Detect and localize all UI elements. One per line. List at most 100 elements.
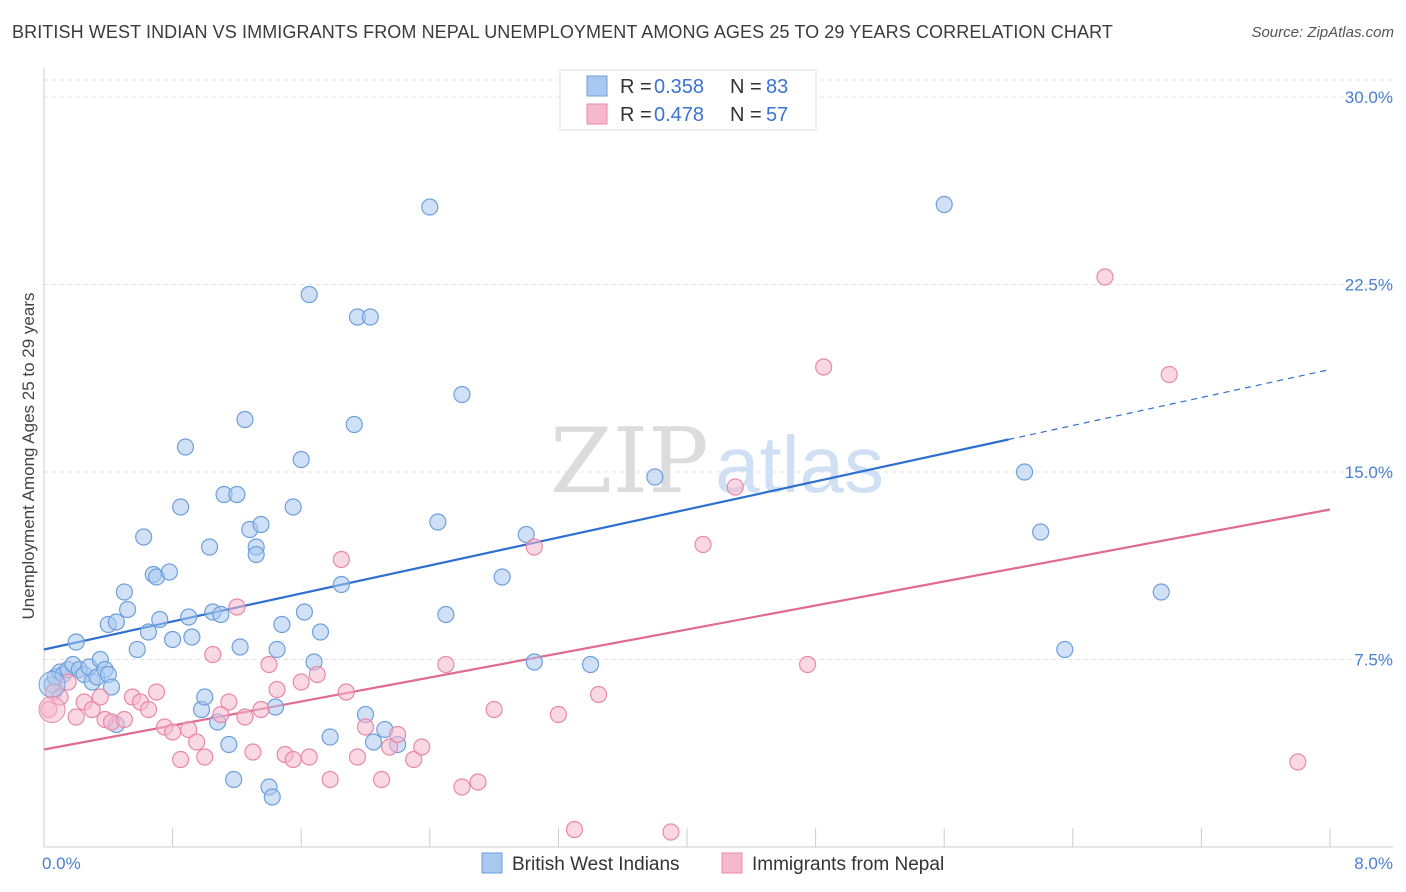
data-point bbox=[212, 605, 230, 624]
data-point bbox=[164, 630, 182, 649]
data-point bbox=[151, 610, 169, 629]
axes bbox=[43, 68, 1393, 848]
data-point bbox=[244, 743, 262, 761]
legend-bottom: British West Indians Immigrants from Nep… bbox=[481, 852, 944, 875]
legend-r-label-2: R = bbox=[620, 104, 652, 126]
data-point bbox=[1096, 268, 1114, 286]
legend-swatch-blue bbox=[586, 75, 608, 97]
data-point bbox=[284, 750, 302, 769]
data-point bbox=[266, 698, 285, 716]
data-point bbox=[292, 450, 310, 469]
legend-swatch-pink bbox=[586, 103, 608, 125]
data-point bbox=[139, 623, 158, 641]
data-point bbox=[236, 410, 254, 429]
chart-title: BRITISH WEST INDIAN VS IMMIGRANTS FROM N… bbox=[12, 22, 1113, 42]
legend-bottom-label-2: Immigrants from Nepal bbox=[752, 854, 944, 875]
y-tick-label: 7.5% bbox=[1354, 651, 1393, 670]
data-point bbox=[332, 550, 350, 569]
data-point bbox=[67, 708, 85, 726]
data-point bbox=[565, 820, 584, 839]
data-point bbox=[200, 538, 219, 556]
data-point bbox=[321, 728, 339, 746]
data-point-cluster bbox=[38, 696, 66, 723]
y-tick-label: 15.0% bbox=[1345, 463, 1393, 482]
data-point bbox=[83, 700, 101, 719]
data-point bbox=[172, 750, 190, 769]
data-point bbox=[453, 385, 471, 404]
data-point bbox=[284, 498, 302, 516]
data-point bbox=[188, 733, 206, 751]
data-point bbox=[429, 513, 447, 531]
data-point bbox=[1289, 753, 1307, 771]
data-point bbox=[1152, 583, 1170, 601]
data-point bbox=[662, 823, 680, 841]
data-point bbox=[726, 478, 744, 496]
data-point bbox=[196, 748, 214, 766]
data-point bbox=[212, 705, 230, 724]
data-point bbox=[815, 358, 833, 376]
data-point bbox=[135, 528, 153, 546]
data-point bbox=[252, 700, 270, 719]
data-point bbox=[525, 653, 543, 671]
data-point bbox=[356, 718, 375, 736]
trend-line-pink bbox=[43, 508, 1331, 751]
data-point bbox=[589, 685, 608, 704]
watermark-zip: ZIP bbox=[550, 409, 709, 514]
data-point bbox=[337, 683, 355, 701]
y-tick-labels: 7.5% 15.0% 22.5% 30.0% bbox=[1345, 88, 1393, 670]
data-point bbox=[437, 655, 455, 674]
legend-r-value-2: 0.478 bbox=[654, 104, 704, 126]
y-axis-label: Unemployment Among Ages 25 to 29 years bbox=[19, 293, 38, 620]
legend-r-value-1: 0.358 bbox=[654, 76, 704, 98]
data-point bbox=[389, 725, 407, 744]
data-point bbox=[300, 748, 318, 766]
data-point bbox=[220, 735, 238, 754]
data-point bbox=[107, 613, 125, 631]
data-point bbox=[311, 623, 330, 641]
data-point bbox=[372, 770, 391, 789]
legend-r-label-1: R = bbox=[620, 76, 652, 98]
data-point bbox=[469, 773, 487, 791]
data-point-cluster bbox=[38, 671, 66, 698]
data-point bbox=[292, 673, 310, 691]
data-point bbox=[228, 485, 246, 504]
data-point bbox=[453, 778, 471, 796]
legend-bottom-swatch-pink bbox=[721, 852, 743, 874]
data-point bbox=[798, 655, 817, 674]
data-point bbox=[67, 633, 85, 651]
data-point bbox=[183, 628, 201, 646]
data-point bbox=[421, 198, 439, 216]
data-point bbox=[1056, 640, 1074, 659]
data-point bbox=[172, 498, 190, 516]
data-point bbox=[1160, 365, 1178, 384]
legend-bottom-swatch-blue bbox=[481, 852, 503, 874]
data-point bbox=[381, 738, 399, 756]
source-credit: Source: ZipAtlas.com bbox=[1251, 24, 1394, 41]
y-tick-label: 22.5% bbox=[1345, 276, 1393, 295]
data-point bbox=[405, 750, 423, 769]
data-point bbox=[147, 683, 166, 701]
data-point bbox=[128, 640, 146, 659]
data-point bbox=[228, 598, 246, 616]
data-point bbox=[268, 640, 286, 659]
legend-n-label-1: N = bbox=[730, 76, 762, 98]
data-point bbox=[176, 438, 195, 456]
data-point bbox=[263, 788, 281, 806]
data-point bbox=[180, 720, 198, 739]
data-point bbox=[348, 748, 367, 766]
legend-n-value-1: 83 bbox=[766, 76, 788, 98]
data-point bbox=[220, 693, 238, 711]
data-point bbox=[91, 688, 109, 706]
data-point bbox=[164, 723, 182, 741]
watermark-atlas: atlas bbox=[715, 420, 884, 509]
data-point bbox=[364, 733, 383, 751]
data-point bbox=[493, 568, 511, 586]
data-point bbox=[180, 608, 198, 626]
data-point bbox=[332, 575, 350, 594]
x-tick-label-min: 0.0% bbox=[42, 854, 81, 873]
data-point bbox=[273, 615, 291, 634]
x-tick-label-max: 8.0% bbox=[1354, 854, 1393, 873]
data-point bbox=[118, 600, 137, 619]
data-point bbox=[694, 535, 712, 554]
